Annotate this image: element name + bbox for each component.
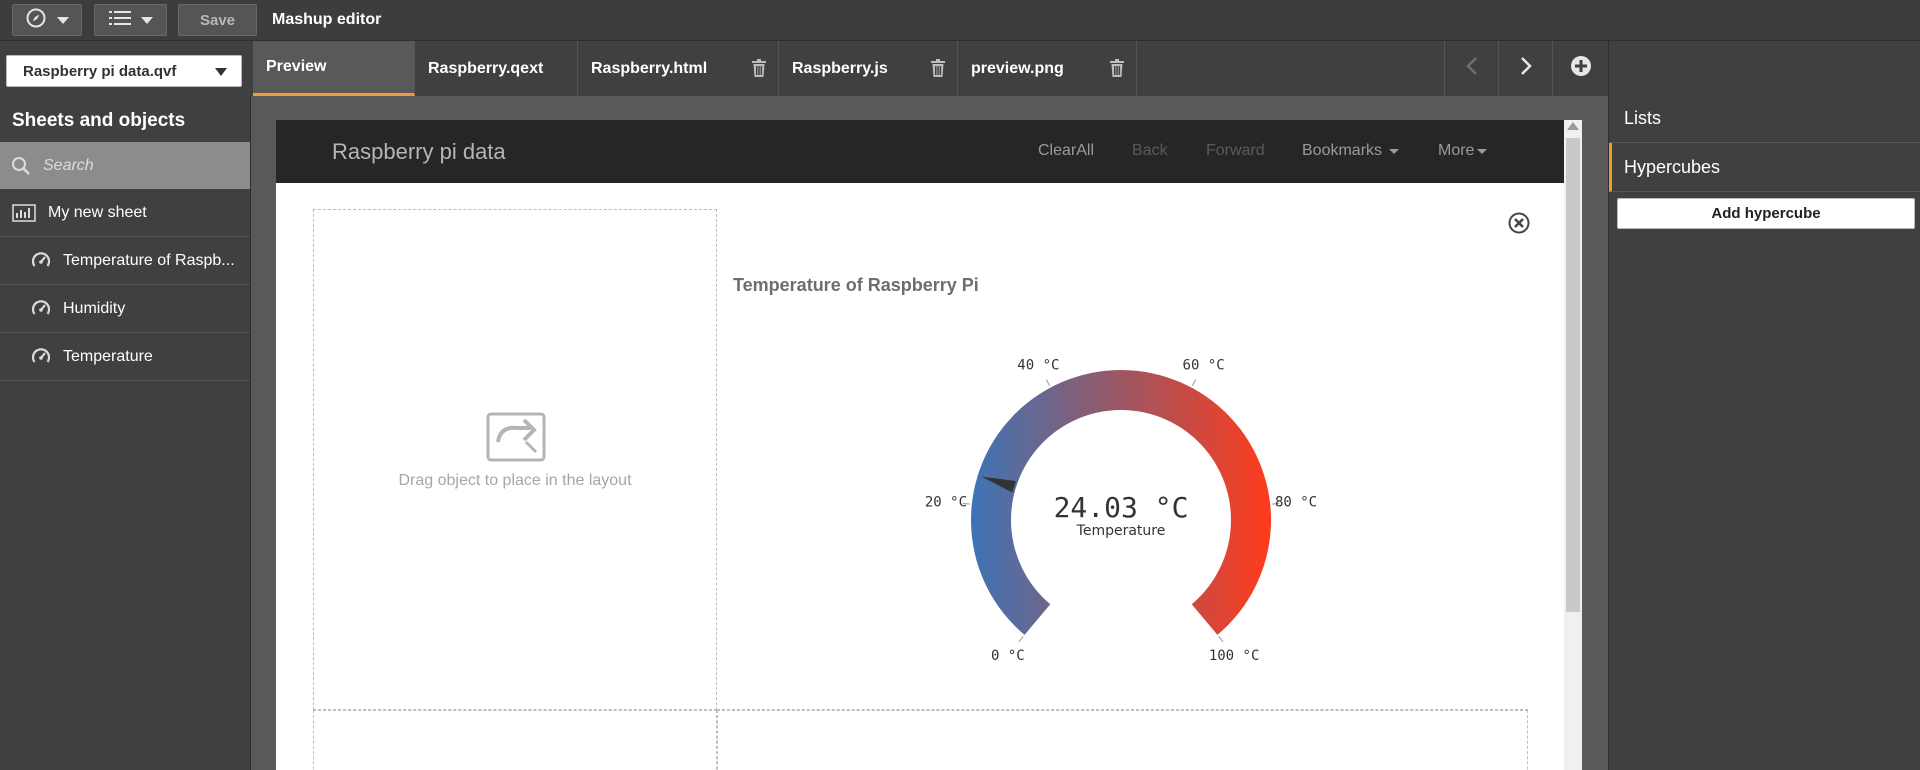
lists-item[interactable]: Lists bbox=[1609, 94, 1920, 143]
back-button[interactable]: Back bbox=[1132, 142, 1168, 160]
tab-label: Raspberry.qext bbox=[428, 59, 544, 77]
trash-icon[interactable] bbox=[1110, 59, 1124, 82]
empty-layout-cell[interactable] bbox=[717, 710, 1528, 770]
close-icon[interactable] bbox=[1508, 212, 1530, 239]
sidebar-item-temperature[interactable]: Temperature bbox=[0, 333, 250, 381]
caret-down-icon bbox=[1389, 148, 1400, 154]
gauge-tick bbox=[1218, 636, 1224, 643]
more-menu[interactable]: More bbox=[1438, 142, 1488, 160]
chevron-left-icon bbox=[1465, 56, 1478, 81]
caret-down-icon bbox=[1477, 148, 1488, 154]
app-select-value: Raspberry pi data.qvf bbox=[23, 62, 177, 80]
tab-label: Preview bbox=[266, 58, 327, 75]
add-hypercube-button[interactable]: Add hypercube bbox=[1617, 198, 1915, 229]
gauge-tick-label: 0 °C bbox=[991, 648, 1025, 664]
sidebar-item-label: My new sheet bbox=[48, 203, 147, 221]
top-toolbar: Save Mashup editor bbox=[0, 0, 1920, 41]
scrollbar-thumb[interactable] bbox=[1566, 138, 1580, 612]
gauge-measure-label: Temperature bbox=[1076, 523, 1166, 539]
global-menu-button[interactable] bbox=[94, 4, 167, 36]
bookmarks-menu[interactable]: Bookmarks bbox=[1302, 142, 1400, 160]
sidebar-item-label: Temperature of Raspb... bbox=[63, 251, 235, 269]
list-icon bbox=[108, 9, 131, 32]
tab-preview[interactable]: Preview bbox=[253, 41, 415, 96]
gauge-tick bbox=[1272, 502, 1280, 505]
search-input[interactable] bbox=[43, 156, 233, 175]
gauge-tick-label: 80 °C bbox=[1275, 495, 1317, 511]
clear-all-button[interactable]: ClearAll bbox=[1038, 142, 1094, 160]
gauge-tick-label: 20 °C bbox=[925, 495, 967, 511]
add-file-button[interactable] bbox=[1552, 41, 1608, 96]
chevron-down-icon bbox=[215, 68, 227, 76]
tab-label: Raspberry.html bbox=[591, 59, 708, 77]
tab-raspberry-js[interactable]: Raspberry.js bbox=[779, 41, 958, 96]
nav-label: More bbox=[1438, 142, 1475, 159]
nav-label: Back bbox=[1132, 142, 1168, 159]
navigation-menu-button[interactable] bbox=[12, 4, 82, 36]
sheets-and-objects-panel: Sheets and objects My new sheet Temperat… bbox=[0, 96, 251, 770]
gauge-tick-label: 60 °C bbox=[1183, 358, 1225, 374]
tab-preview-png[interactable]: preview.png bbox=[958, 41, 1137, 96]
app-select[interactable]: Raspberry pi data.qvf bbox=[6, 55, 242, 87]
previous-tab-button[interactable] bbox=[1444, 41, 1498, 96]
forward-button[interactable]: Forward bbox=[1206, 142, 1265, 160]
plus-circle-icon bbox=[1570, 55, 1592, 82]
empty-layout-cell[interactable] bbox=[313, 710, 717, 770]
page-title: Mashup editor bbox=[272, 11, 382, 28]
sheet-icon bbox=[12, 203, 36, 222]
gauge-tick bbox=[962, 502, 970, 505]
search-box[interactable] bbox=[0, 142, 250, 189]
trash-icon[interactable] bbox=[752, 59, 766, 82]
tab-raspberry-html[interactable]: Raspberry.html bbox=[578, 41, 779, 96]
gauge-band bbox=[971, 370, 1271, 635]
gauge-value: 24.03 °C bbox=[1054, 491, 1189, 524]
gauge-icon bbox=[31, 251, 51, 271]
sidebar-item-label: Temperature bbox=[63, 347, 153, 365]
preview-app-title: Raspberry pi data bbox=[332, 139, 506, 164]
gauge-tick-label: 40 °C bbox=[1017, 358, 1059, 374]
nav-label: Forward bbox=[1206, 142, 1265, 159]
tab-label: preview.png bbox=[971, 59, 1064, 77]
nav-label: Bookmarks bbox=[1302, 142, 1383, 159]
sidebar-item-my-new-sheet[interactable]: My new sheet bbox=[0, 189, 250, 237]
drop-hint: Drag object to place in the layout bbox=[398, 472, 632, 489]
preview-header: Raspberry pi data ClearAll Back Forward … bbox=[276, 120, 1564, 183]
gauge-cell[interactable] bbox=[717, 209, 1528, 710]
gauge-tick-label: 100 °C bbox=[1209, 648, 1260, 664]
chevron-down-icon bbox=[57, 16, 69, 24]
drag-object-icon bbox=[486, 412, 546, 467]
sidebar-item-label: Humidity bbox=[63, 299, 126, 317]
sidebar-item-temperature-of-raspberry-pi[interactable]: Temperature of Raspb... bbox=[0, 237, 250, 285]
chevron-right-icon bbox=[1520, 56, 1532, 81]
sidebar-item-humidity[interactable]: Humidity bbox=[0, 285, 250, 333]
gauge-tick bbox=[1045, 379, 1051, 387]
trash-icon[interactable] bbox=[931, 59, 945, 82]
properties-panel: Lists Hypercubes Add hypercube bbox=[1608, 41, 1920, 770]
preview-scrollbar[interactable] bbox=[1564, 120, 1582, 770]
next-tab-button[interactable] bbox=[1498, 41, 1552, 96]
tab-raspberry-qext[interactable]: Raspberry.qext bbox=[415, 41, 578, 96]
gauge-icon bbox=[31, 347, 51, 367]
panel-title: Sheets and objects bbox=[12, 110, 186, 131]
hypercubes-item[interactable]: Hypercubes bbox=[1609, 143, 1920, 192]
chart-title: Temperature of Raspberry Pi bbox=[733, 275, 979, 295]
gauge-icon bbox=[31, 299, 51, 319]
empty-layout-cell[interactable]: Drag object to place in the layout bbox=[313, 209, 717, 710]
compass-icon bbox=[25, 7, 47, 34]
save-button[interactable]: Save bbox=[178, 4, 257, 36]
gauge-tick bbox=[1191, 379, 1197, 387]
chevron-down-icon bbox=[140, 16, 153, 24]
nav-label: ClearAll bbox=[1038, 142, 1095, 159]
gauge-needle bbox=[981, 476, 1016, 493]
search-icon bbox=[11, 156, 31, 176]
tab-label: Raspberry.js bbox=[792, 59, 888, 77]
gauge-tick bbox=[1018, 636, 1024, 643]
scroll-up-arrow-icon[interactable] bbox=[1567, 122, 1579, 130]
mashup-preview: Raspberry pi data ClearAll Back Forward … bbox=[276, 120, 1564, 770]
